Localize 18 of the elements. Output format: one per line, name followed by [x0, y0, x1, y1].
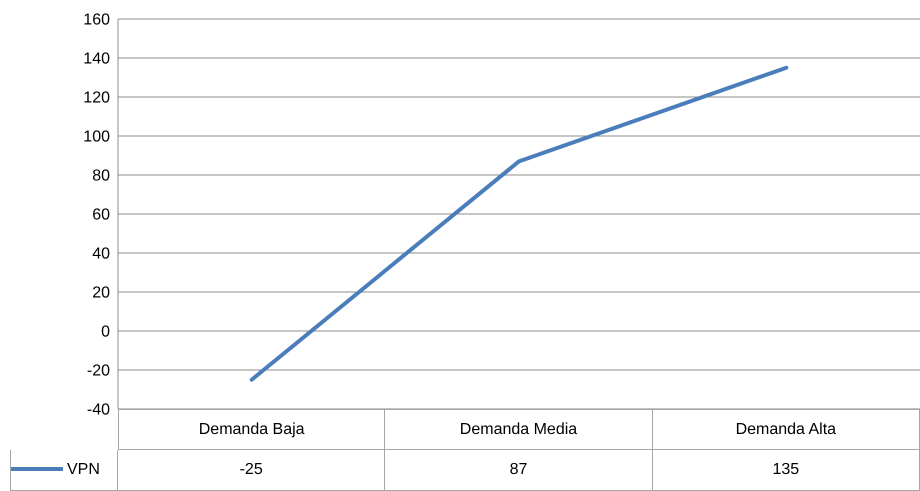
y-tick-label: -20: [86, 362, 110, 380]
y-tick-label: 0: [101, 324, 110, 341]
y-tick-label: 120: [83, 90, 110, 107]
x-tick-label: Demanda Alta: [652, 409, 920, 450]
y-tick-label: 140: [83, 50, 110, 68]
legend-label: VPN: [67, 461, 100, 479]
y-tick-label: 40: [92, 246, 110, 263]
data-label: -25: [118, 450, 386, 491]
data-label: 87: [385, 450, 653, 491]
y-tick-label: 160: [83, 12, 110, 29]
y-tick-label: 80: [92, 168, 110, 185]
y-tick-label: 100: [83, 128, 110, 146]
x-tick-label: Demanda Baja: [118, 409, 386, 450]
y-tick-label: -40: [86, 402, 110, 419]
x-tick-label: Demanda Media: [385, 409, 653, 450]
y-tick-label: 60: [92, 206, 110, 224]
data-label: 135: [652, 450, 920, 491]
y-tick-label: 20: [92, 284, 110, 302]
